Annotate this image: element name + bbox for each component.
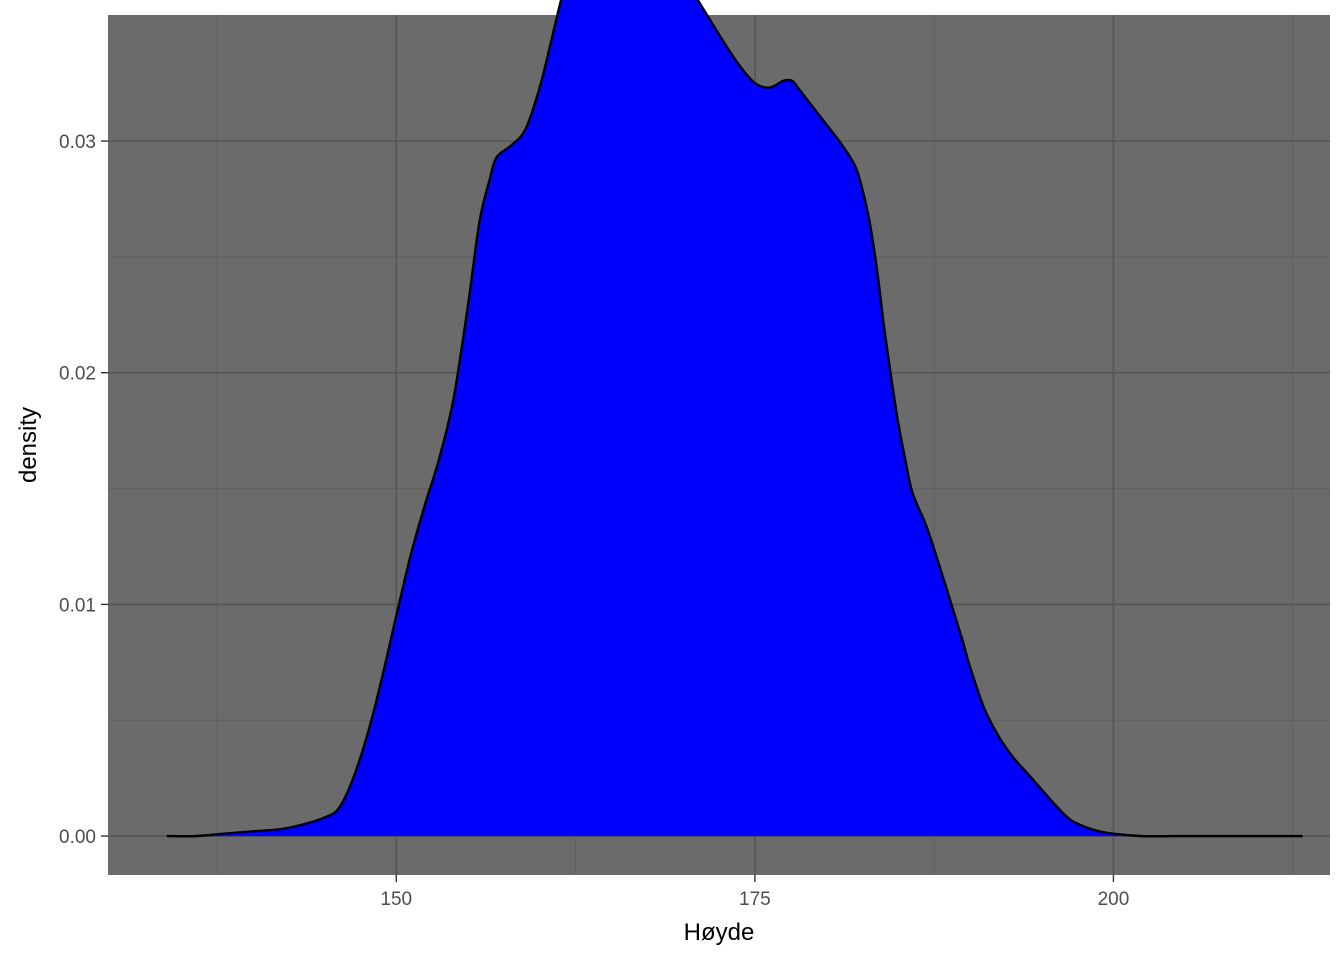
- x-tick-label: 175: [739, 889, 771, 910]
- x-axis-ticks: 150 175 200: [380, 875, 1129, 910]
- x-tick-label: 200: [1098, 889, 1130, 910]
- y-tick-label: 0.02: [59, 364, 96, 385]
- y-tick-label: 0.01: [59, 595, 96, 616]
- density-area: [166, 0, 1303, 837]
- y-tick-label: 0.00: [59, 827, 96, 848]
- y-tick-label: 0.03: [59, 132, 96, 153]
- density-line: [166, 0, 1303, 838]
- x-tick-label: 150: [380, 889, 412, 910]
- y-axis-title: density: [15, 407, 42, 483]
- x-axis-title: Høyde: [684, 919, 755, 946]
- y-axis-ticks: 0.00 0.01 0.02 0.03: [59, 132, 108, 848]
